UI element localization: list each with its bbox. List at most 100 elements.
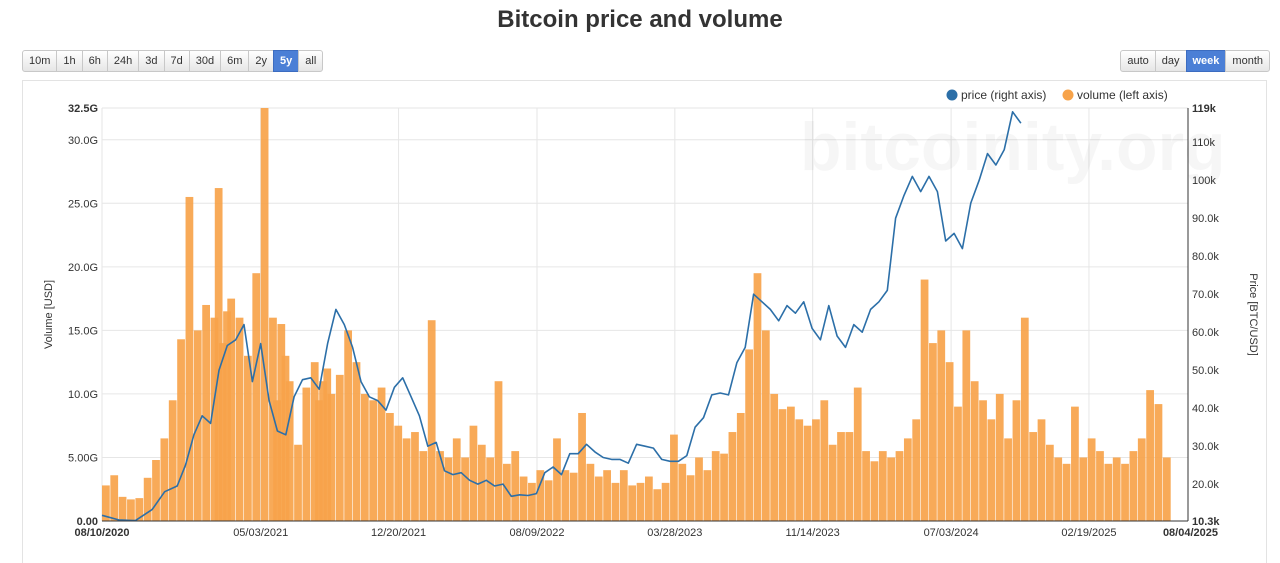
volume-bar xyxy=(954,406,962,521)
volume-bar xyxy=(845,432,854,521)
volume-bar xyxy=(235,317,244,521)
volume-bar xyxy=(511,451,520,521)
volume-bar xyxy=(1096,451,1104,521)
volume-bar xyxy=(461,457,469,521)
volume-bar xyxy=(310,362,319,521)
y-left-tick-label: 30.0G xyxy=(68,135,98,147)
volume-bar xyxy=(753,273,762,521)
volume-bar xyxy=(210,317,219,521)
range-button-7d[interactable]: 7d xyxy=(163,50,190,72)
legend-marker xyxy=(1062,89,1074,101)
range-button-3d[interactable]: 3d xyxy=(138,50,165,72)
volume-bar xyxy=(1112,457,1121,521)
volume-bar xyxy=(402,438,411,521)
volume-bar xyxy=(277,324,286,521)
volume-bar xyxy=(394,425,403,521)
volume-bar xyxy=(185,196,194,521)
y-right-tick-label: 80.0k xyxy=(1192,251,1219,263)
volume-bar xyxy=(177,339,185,521)
volume-bar xyxy=(569,472,578,521)
volume-bar xyxy=(594,476,603,521)
range-button-6h[interactable]: 6h xyxy=(81,50,108,72)
y-left-tick-label: 0.00 xyxy=(77,516,98,528)
y-right-tick-label: 100k xyxy=(1192,175,1216,187)
volume-bar xyxy=(578,412,586,521)
y-right-tick-label: 90.0k xyxy=(1192,213,1219,225)
chart-legend: price (right axis) volume (left axis) xyxy=(946,88,1168,102)
page-title: Bitcoin price and volume xyxy=(497,6,783,33)
range-button-all[interactable]: all xyxy=(298,50,324,72)
x-tick-label: 03/28/2023 xyxy=(647,527,702,539)
volume-bar xyxy=(360,393,369,521)
x-tick-label: 08/09/2022 xyxy=(509,527,564,539)
volume-bars xyxy=(102,108,1171,521)
volume-bar xyxy=(695,457,703,521)
y-left-tick-label: 10.0G xyxy=(68,389,98,401)
volume-bar xyxy=(452,438,461,521)
volume-bar xyxy=(436,451,444,521)
y-right-tick-label: 20.0k xyxy=(1192,479,1219,491)
volume-bar xyxy=(319,381,327,521)
volume-bar xyxy=(519,476,528,521)
volume-bar xyxy=(820,400,829,521)
volume-bar xyxy=(160,438,169,521)
volume-bar xyxy=(544,480,553,521)
volume-bar xyxy=(929,343,937,521)
volume-bar xyxy=(937,330,946,521)
volume-bar xyxy=(1129,451,1138,521)
volume-bar xyxy=(661,482,670,521)
volume-bar xyxy=(202,304,210,521)
interval-button-day[interactable]: day xyxy=(1154,50,1187,72)
volume-bar xyxy=(411,432,419,521)
watermark: bitcoinity.org xyxy=(800,109,1226,185)
volume-bar xyxy=(586,463,595,521)
volume-bar xyxy=(853,387,862,521)
y-right-tick-label: 70.0k xyxy=(1192,289,1219,301)
y-left-tick-label: 32.5G xyxy=(68,103,98,115)
y-right-tick-label: 119k xyxy=(1192,103,1217,115)
price-series-line xyxy=(101,111,1022,522)
volume-bar xyxy=(168,400,177,521)
volume-bar xyxy=(1154,404,1163,521)
volume-bar xyxy=(553,438,561,521)
time-range-selector: 10m 1h 6h 24h 3d 7d 30d 6m 2y 5y all xyxy=(22,50,324,72)
volume-bar xyxy=(711,451,720,521)
volume-bar xyxy=(728,432,737,521)
volume-bar xyxy=(252,273,261,521)
volume-bar xyxy=(1020,317,1029,521)
volume-bar xyxy=(536,470,545,521)
y-right-tick-label: 30.0k xyxy=(1192,441,1219,453)
volume-bar xyxy=(920,279,929,521)
volume-bar xyxy=(218,343,227,521)
volume-bar xyxy=(244,355,252,521)
y-right-tick-label: 10.3k xyxy=(1192,516,1220,528)
volume-bar xyxy=(143,477,152,521)
volume-bar xyxy=(1054,457,1063,521)
volume-bar xyxy=(486,457,495,521)
volume-bar xyxy=(369,400,378,521)
volume-bar xyxy=(987,419,996,521)
volume-bar xyxy=(386,412,394,521)
volume-bar xyxy=(494,381,503,521)
volume-bar xyxy=(469,425,478,521)
volume-bar xyxy=(1071,406,1079,521)
range-button-2y[interactable]: 2y xyxy=(248,50,275,72)
volume-bar xyxy=(1104,463,1113,521)
legend-label: volume (left axis) xyxy=(1077,88,1168,102)
y-left-tick-label: 25.0G xyxy=(68,198,98,210)
range-button-24h[interactable]: 24h xyxy=(106,50,140,72)
volume-bar xyxy=(260,108,269,521)
volume-bar xyxy=(323,368,332,521)
volume-bar xyxy=(962,330,971,521)
volume-bar xyxy=(1029,432,1038,521)
volume-bar xyxy=(645,476,653,521)
interval-button-month[interactable]: month xyxy=(1225,50,1270,72)
volume-bar xyxy=(703,470,712,521)
y-right-tick-label: 40.0k xyxy=(1192,403,1219,415)
volume-bar xyxy=(619,470,628,521)
volume-bar xyxy=(302,387,311,521)
range-button-30d[interactable]: 30d xyxy=(188,50,222,72)
volume-bar xyxy=(227,298,236,521)
volume-bar xyxy=(1004,438,1012,521)
